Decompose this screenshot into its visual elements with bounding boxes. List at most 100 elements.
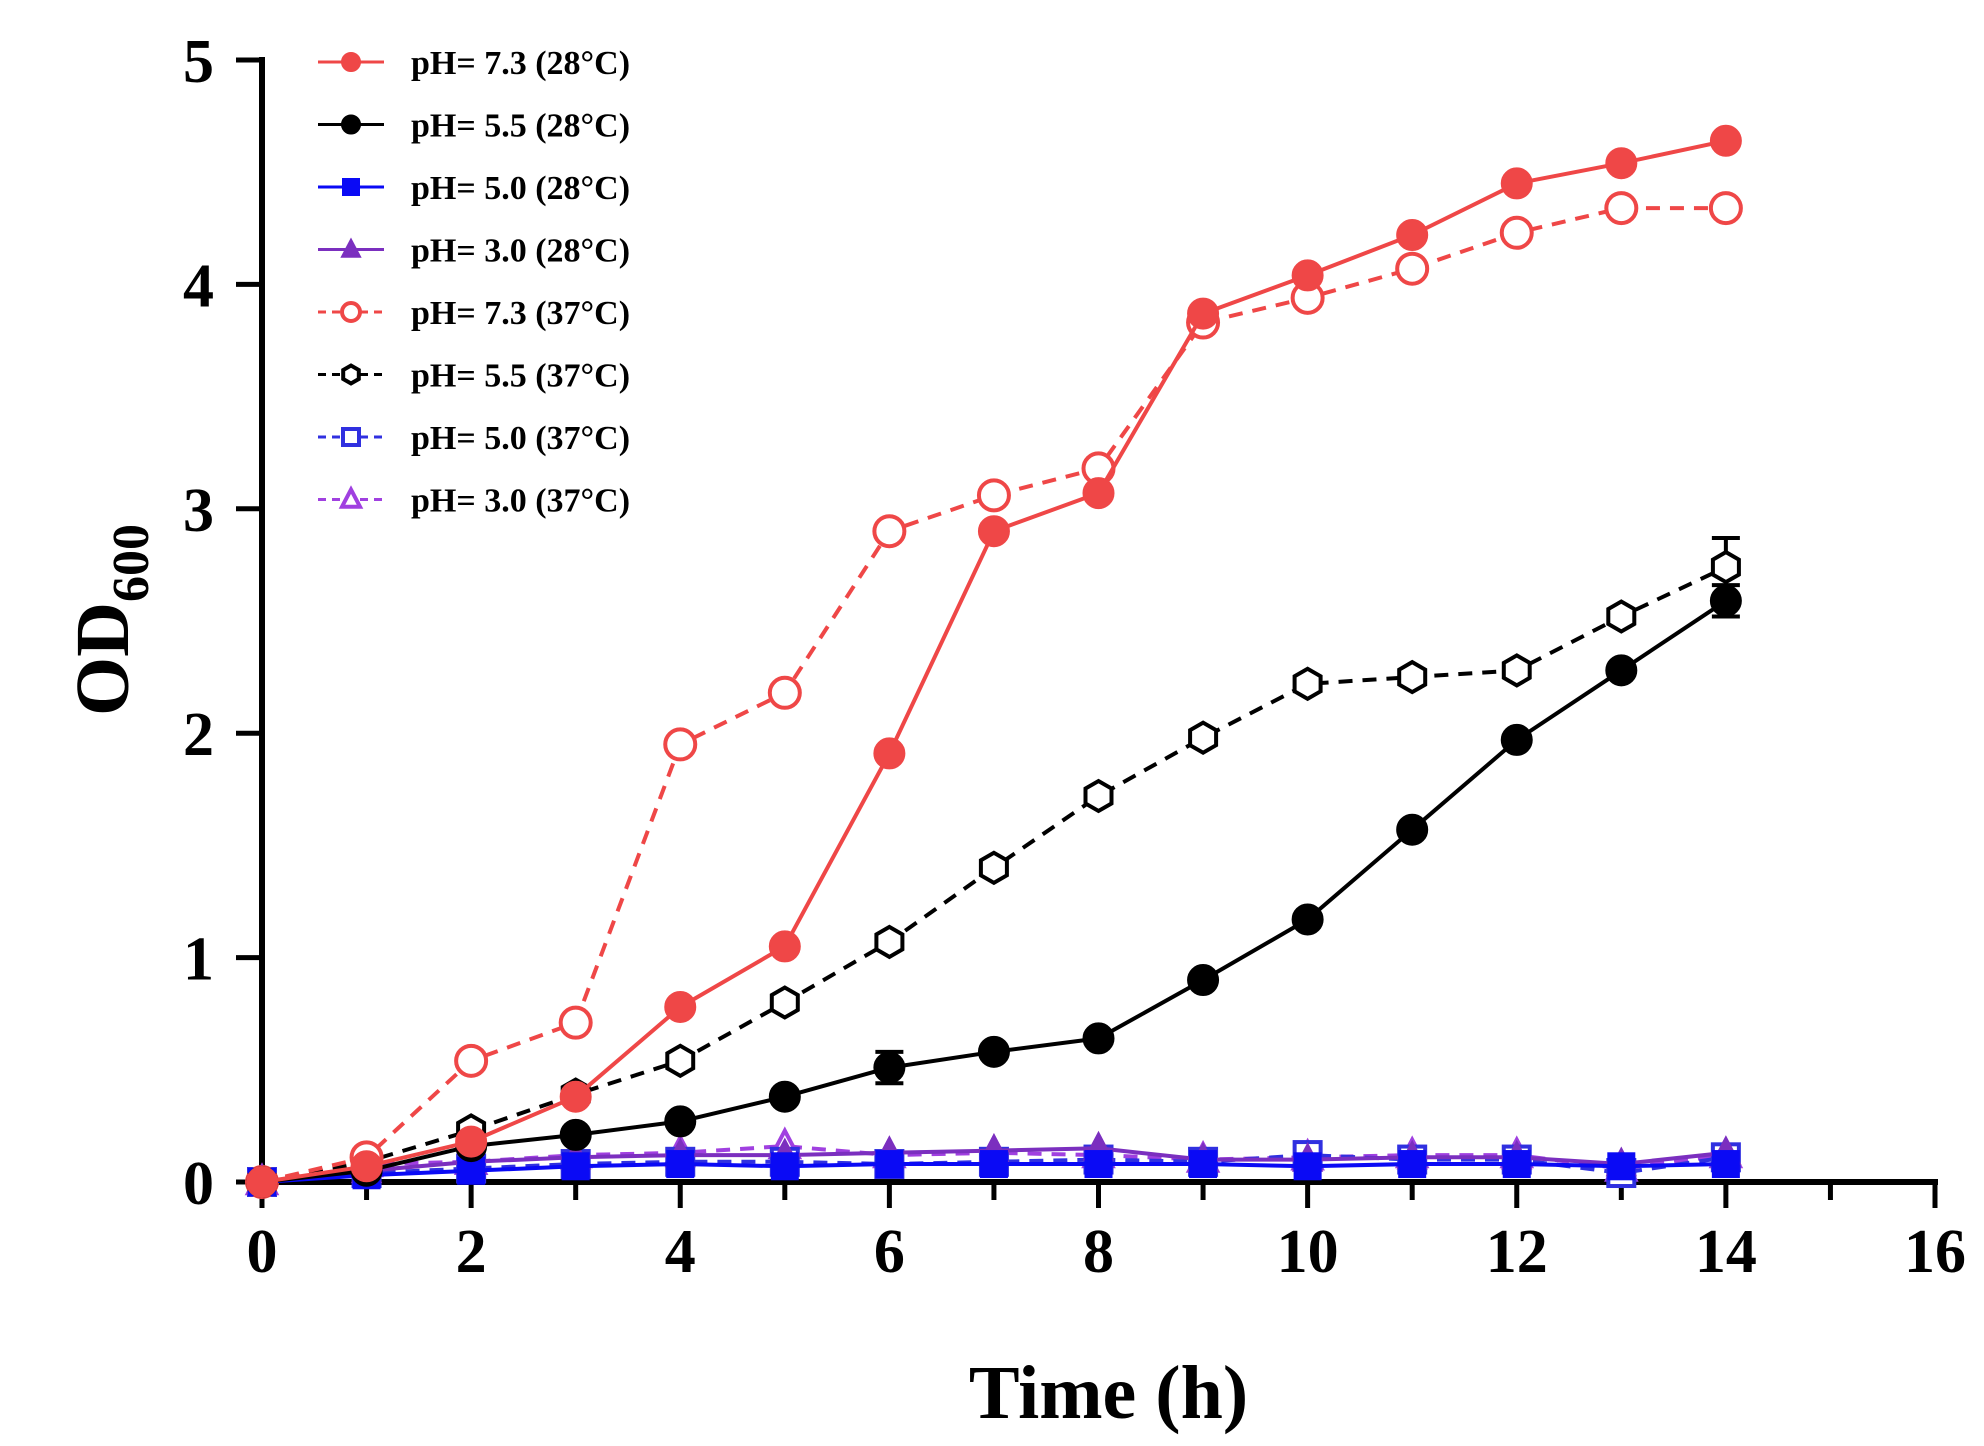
data-point — [976, 478, 1011, 513]
data-point — [873, 1051, 906, 1084]
legend-swatch-marker — [341, 114, 361, 135]
data-point — [770, 1152, 799, 1181]
data-point — [1607, 1152, 1636, 1181]
data-point — [767, 675, 802, 710]
x-tick-label: 6 — [874, 1218, 905, 1286]
x-tick-label: 8 — [1083, 1218, 1114, 1286]
data-point — [1395, 251, 1430, 286]
data-point — [559, 1080, 592, 1113]
data-point — [1604, 191, 1639, 226]
data-point — [1292, 666, 1323, 702]
data-point — [979, 1150, 1008, 1179]
data-point — [768, 930, 801, 963]
legend-label: pH= 5.5 (37°C) — [411, 358, 630, 395]
data-point — [457, 1156, 486, 1185]
data-point — [874, 924, 905, 960]
data-point — [1396, 813, 1429, 846]
legend-item: pH= 3.0 (37°C) — [318, 483, 630, 520]
legend-swatch-marker — [340, 301, 362, 323]
data-point — [1606, 599, 1637, 634]
legend-label: pH= 3.0 (28°C) — [411, 233, 630, 270]
data-point — [664, 990, 697, 1023]
y-axis-title-subscript: 600 — [103, 524, 160, 602]
data-point — [1397, 659, 1428, 695]
legend-swatch-marker — [340, 237, 362, 258]
legend-swatch-marker — [338, 485, 364, 509]
data-point — [666, 1150, 695, 1179]
plot-area — [244, 124, 1744, 1200]
legend-label: pH= 5.5 (28°C) — [411, 108, 630, 145]
data-point — [665, 1043, 696, 1079]
legend-label: pH= 7.3 (37°C) — [411, 295, 630, 332]
legend-label: pH= 7.3 (28°C) — [411, 45, 630, 82]
data-point — [663, 727, 698, 762]
data-point — [875, 1150, 904, 1179]
data-point — [977, 515, 1010, 548]
data-point — [1082, 477, 1115, 510]
x-tick-label: 2 — [456, 1218, 487, 1286]
x-tick-label: 16 — [1904, 1218, 1966, 1286]
legend: pH= 7.3 (28°C) pH= 5.5 (28°C) pH= 5.0 (28°… — [318, 45, 630, 520]
data-point — [1082, 1022, 1115, 1055]
x-tick-label: 12 — [1486, 1218, 1548, 1286]
y-tick-label: 3 — [183, 477, 214, 545]
data-point — [1084, 1150, 1113, 1179]
x-tick-label: 4 — [665, 1218, 696, 1286]
legend-label: pH= 5.0 (37°C) — [411, 420, 630, 457]
legend-swatch-marker — [342, 178, 360, 196]
data-point — [769, 985, 800, 1020]
data-point — [1187, 964, 1220, 997]
data-point — [1398, 1150, 1427, 1179]
series-0 — [246, 124, 1742, 1198]
legend-item: pH= 7.3 (37°C) — [318, 295, 630, 332]
data-point — [1709, 124, 1742, 157]
data-point — [872, 514, 907, 549]
series-5 — [247, 535, 1741, 1200]
data-point — [1396, 219, 1429, 252]
data-point — [1605, 147, 1638, 180]
y-axis-title: OD600 — [61, 524, 160, 716]
data-point — [1502, 1150, 1531, 1179]
data-point — [1605, 654, 1638, 687]
legend-swatch-marker — [341, 427, 361, 447]
data-point — [978, 850, 1009, 886]
data-point — [1501, 653, 1532, 688]
x-axis-title: Time (h) — [969, 1351, 1248, 1435]
data-point — [1710, 549, 1741, 585]
data-point — [768, 1080, 801, 1113]
data-point — [1499, 215, 1534, 250]
y-tick-label: 1 — [183, 926, 214, 994]
y-tick-label: 2 — [183, 701, 214, 769]
data-point — [1083, 778, 1114, 814]
data-point — [561, 1152, 590, 1181]
data-point — [350, 1150, 383, 1183]
legend-item: pH= 3.0 (28°C) — [318, 233, 630, 270]
data-point — [1187, 297, 1220, 330]
data-point — [664, 1105, 697, 1138]
data-point — [1711, 1150, 1740, 1179]
data-point — [1291, 903, 1324, 936]
y-tick-label: 0 — [183, 1150, 214, 1218]
legend-label: pH= 5.0 (28°C) — [411, 170, 630, 207]
data-point — [1708, 191, 1743, 226]
data-point — [454, 1043, 489, 1078]
data-point — [977, 1035, 1010, 1068]
legend-item: pH= 7.3 (28°C) — [318, 45, 630, 82]
legend-item: pH= 5.0 (28°C) — [318, 170, 630, 207]
data-point — [1500, 723, 1533, 756]
data-point — [1500, 167, 1533, 200]
legend-item: pH= 5.0 (37°C) — [318, 420, 630, 457]
data-point — [559, 1118, 592, 1151]
y-axis-title-main: OD — [61, 602, 145, 716]
data-point — [873, 737, 906, 770]
data-point — [1188, 720, 1219, 756]
data-point — [1709, 584, 1742, 617]
legend-item: pH= 5.5 (28°C) — [318, 108, 630, 145]
x-tick-label: 14 — [1695, 1218, 1757, 1286]
legend-swatch-marker — [341, 52, 361, 72]
series-line — [261, 599, 1728, 1184]
y-tick-label: 4 — [183, 252, 214, 320]
data-point — [558, 1005, 593, 1040]
